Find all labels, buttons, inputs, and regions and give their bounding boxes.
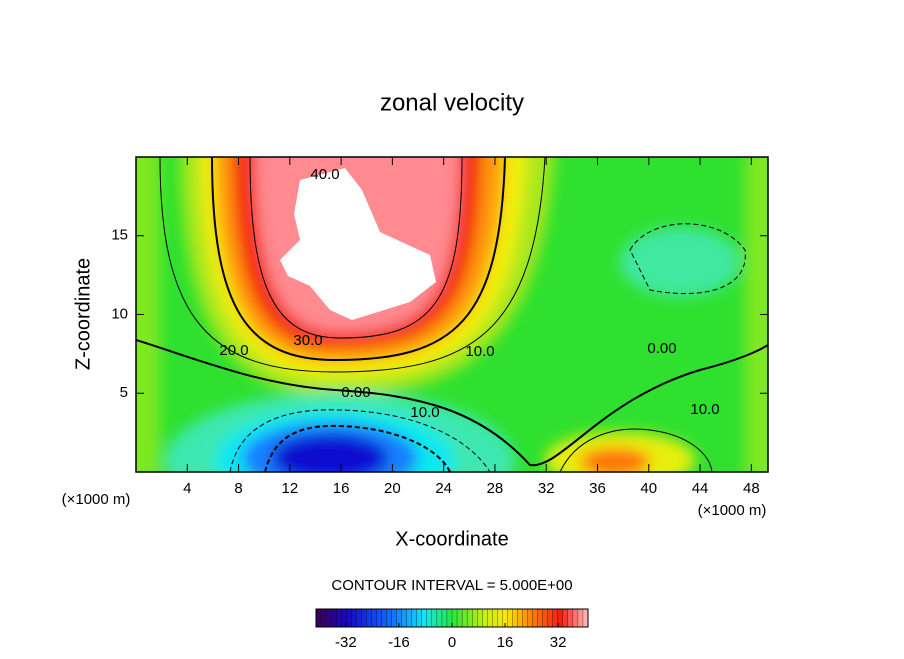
colorbar-cell [376, 608, 382, 628]
x-tick-label: 28 [487, 480, 504, 497]
contour-line [559, 428, 713, 472]
contour-interval: CONTOUR INTERVAL = 5.000E+00 [331, 577, 572, 594]
colorbar-cell [532, 608, 539, 628]
colorbar-cell [562, 608, 569, 628]
colorbar-tick-label: 32 [550, 634, 567, 651]
colorbar-cell [446, 608, 453, 628]
colorbar-cell [361, 608, 367, 628]
colorbar-cell [401, 608, 408, 628]
colorbar-cell [366, 608, 372, 628]
x-tick-label: 44 [692, 480, 709, 497]
y-unit: (×1000 m) [62, 491, 131, 508]
colorbar-cell [411, 608, 418, 628]
colorbar-cell [325, 608, 332, 628]
colorbar-cell [386, 608, 393, 628]
x-tick-label: 48 [743, 480, 760, 497]
contour-line [159, 157, 546, 373]
colorbar-cell [456, 608, 463, 628]
contour-line [136, 339, 768, 467]
contour-label: 20.0 [219, 342, 248, 359]
x-tick-label: 20 [384, 480, 401, 497]
x-tick-label: 4 [183, 480, 191, 497]
colorbar-cell [577, 608, 584, 628]
contour-line [264, 424, 451, 472]
colorbar-cell [487, 608, 493, 628]
field-max-region [280, 168, 436, 320]
contour-line [249, 157, 463, 339]
colorbar-cell [381, 608, 387, 628]
contour-label: 10.0 [690, 401, 719, 418]
x-tick-label: 8 [234, 480, 242, 497]
colorbar-cell [461, 608, 468, 628]
colorbar-cell [507, 608, 513, 628]
field-region [272, 434, 388, 472]
y-tick-label: 15 [111, 227, 128, 244]
colorbar-cell [547, 608, 554, 628]
colorbar-cell [441, 608, 448, 628]
contour-label: 0.00 [341, 384, 370, 401]
colorbar-tick-label: -32 [335, 634, 357, 651]
field-region [620, 227, 740, 297]
x-unit: (×1000 m) [698, 502, 767, 519]
x-tick-label: 12 [281, 480, 298, 497]
colorbar-cell [537, 608, 544, 628]
contour-line [211, 157, 506, 362]
y-tick-label: 5 [120, 384, 128, 401]
colorbar-cell [371, 608, 377, 628]
colorbar-cell [431, 608, 438, 628]
colorbar-cell [466, 608, 473, 628]
x-tick-label: 16 [333, 480, 350, 497]
colorbar-tick-label: 16 [497, 634, 514, 651]
colorbar-cell [391, 608, 398, 628]
contour-line [229, 409, 491, 472]
colorbar-cell [320, 608, 327, 628]
colorbar-cell [436, 608, 443, 628]
colorbar-cell [351, 608, 357, 628]
contour-field [136, 157, 768, 472]
x-tick-label: 32 [538, 480, 555, 497]
x-tick-label: 40 [640, 480, 657, 497]
colorbar-cell [492, 608, 498, 628]
colorbar-cell [315, 608, 322, 628]
colorbar-cell [346, 608, 352, 628]
colorbar-cell [582, 608, 589, 628]
colorbar-cell [542, 608, 549, 628]
colorbar-cell [522, 608, 529, 628]
x-tick-label: 36 [589, 480, 606, 497]
colorbar-cell [406, 608, 413, 628]
y-tick-label: 10 [111, 305, 128, 322]
contour-label: 30.0 [293, 332, 322, 349]
contour-label: 0.00 [647, 340, 676, 357]
x-tick-label: 24 [435, 480, 452, 497]
contour-label: 40.0 [310, 166, 339, 183]
colorbar-cell [421, 608, 428, 628]
x-axis-label: X-coordinate [395, 528, 508, 550]
colorbar-cell [497, 608, 503, 628]
chart-title: zonal velocity [380, 89, 524, 116]
colorbar-cell [416, 608, 423, 628]
colorbar-cell [517, 608, 523, 628]
contour-label: 10.0 [410, 404, 439, 421]
contour-line [629, 223, 746, 295]
contour-label: 10.0 [465, 343, 494, 360]
colorbar-tick-label: 0 [448, 634, 456, 651]
colorbar-cell [330, 608, 337, 628]
colorbar-cell [451, 608, 458, 628]
colorbar-cell [335, 608, 342, 628]
colorbar-cell [471, 608, 478, 628]
colorbar-cell [482, 608, 488, 628]
colorbar-cell [567, 608, 574, 628]
colorbar-cell [552, 608, 559, 628]
colorbar-cell [512, 608, 518, 628]
colorbar-cell [477, 608, 483, 628]
colorbar-cell [572, 608, 579, 628]
colorbar-tick-label: -16 [388, 634, 410, 651]
colorbar-cell [426, 608, 433, 628]
colorbar-cell [527, 608, 534, 628]
colorbar-cell [356, 608, 362, 628]
y-axis-label: Z-coordinate [72, 258, 94, 370]
